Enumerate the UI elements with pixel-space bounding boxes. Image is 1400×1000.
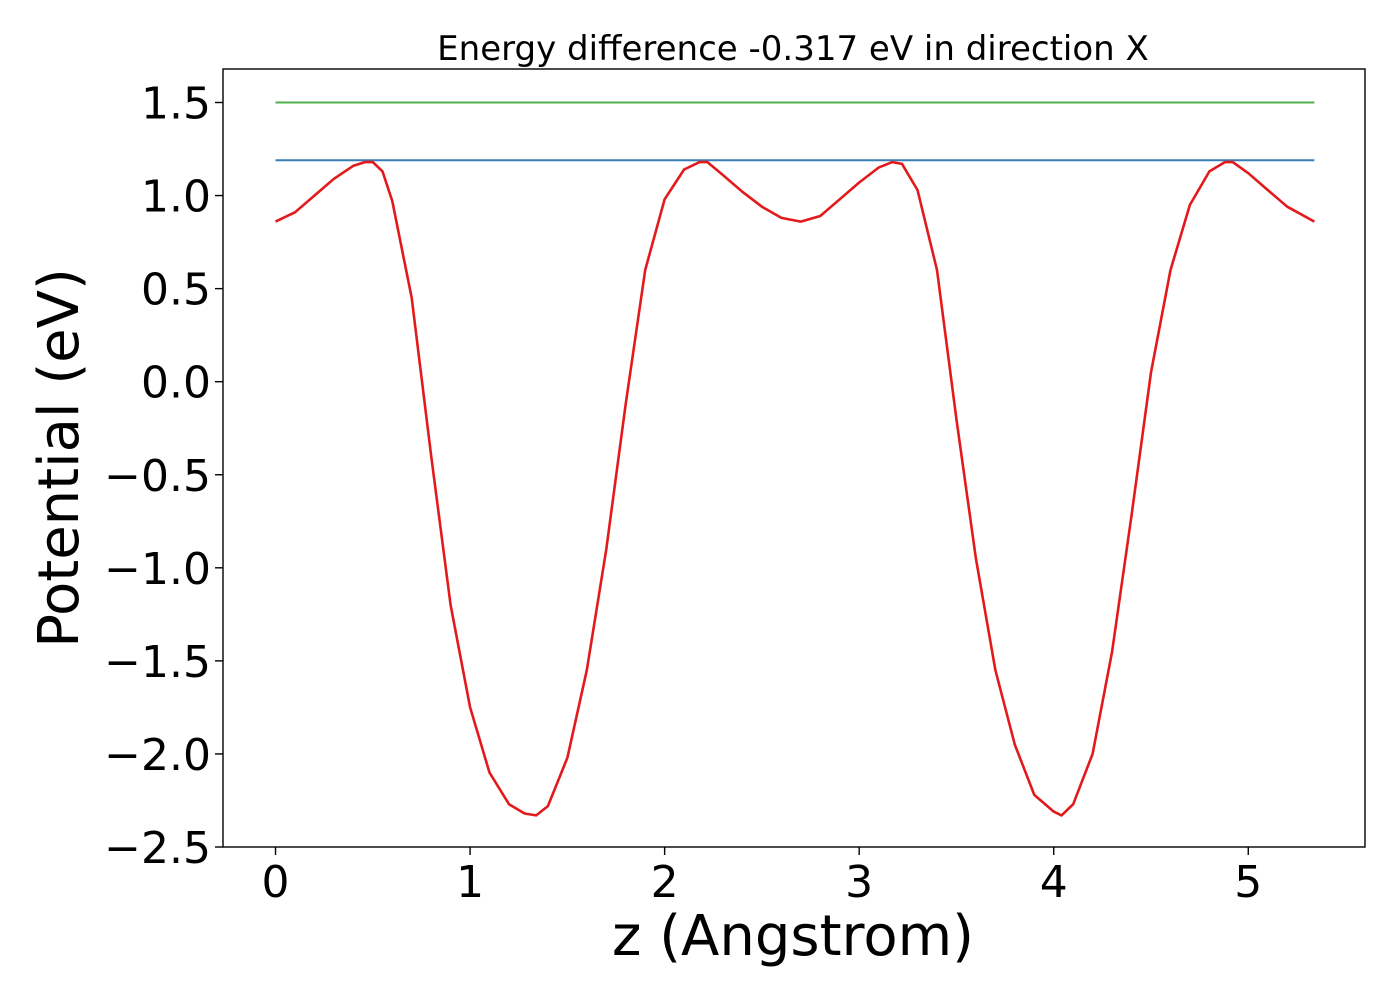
y-tick-label: −0.5 — [104, 451, 211, 502]
y-tick-label: −1.5 — [104, 637, 211, 688]
y-tick-label: 0.5 — [141, 265, 211, 316]
y-tick-label: −1.0 — [104, 544, 211, 595]
y-tick-label: 0.0 — [141, 358, 211, 409]
series-line-potential — [274, 160, 1316, 817]
y-tick-label: −2.5 — [104, 823, 211, 874]
y-axis-ticks: 1.5 1.0 0.5 0.0 −0.5 −1.0 −1.5 −2.0 −2.5 — [104, 79, 223, 874]
y-tick-label: 1.5 — [141, 79, 211, 130]
x-tick-label: 3 — [845, 857, 873, 908]
x-axis-ticks: 0 1 2 3 4 5 — [262, 847, 1262, 908]
y-tick-label: 1.0 — [141, 172, 211, 223]
plot-lines — [274, 101, 1316, 817]
x-tick-label: 0 — [262, 857, 290, 908]
y-axis-label: Potential (eV) — [27, 268, 92, 648]
chart-title: Energy difference -0.317 eV in direction… — [437, 29, 1149, 69]
plot-frame — [222, 68, 1366, 848]
x-tick-label: 2 — [651, 857, 679, 908]
x-tick-label: 4 — [1040, 857, 1068, 908]
y-tick-label: −2.0 — [104, 730, 211, 781]
x-tick-label: 5 — [1234, 857, 1262, 908]
x-tick-label: 1 — [456, 857, 484, 908]
x-axis-label: z (Angstrom) — [612, 904, 974, 969]
